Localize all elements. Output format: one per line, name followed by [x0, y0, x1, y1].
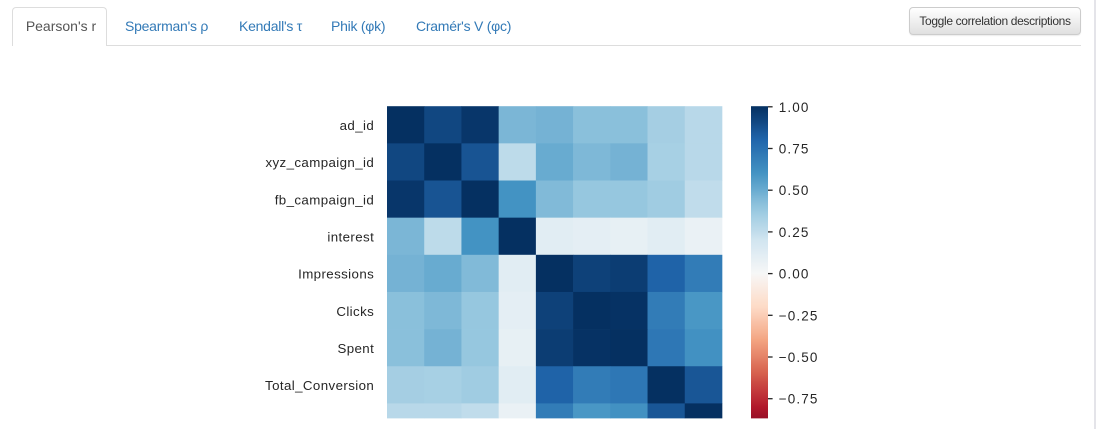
svg-text:−0.50: −0.50: [779, 350, 819, 365]
svg-text:0.50: 0.50: [779, 183, 810, 198]
svg-text:fb_campaign_id: fb_campaign_id: [275, 192, 374, 207]
svg-text:Clicks: Clicks: [336, 304, 374, 319]
svg-text:Total_Conversion: Total_Conversion: [265, 378, 374, 393]
svg-text:1.00: 1.00: [779, 100, 810, 115]
svg-text:−0.25: −0.25: [779, 308, 819, 323]
svg-text:0.75: 0.75: [779, 142, 810, 157]
svg-text:Spent: Spent: [337, 341, 374, 356]
svg-text:−0.75: −0.75: [779, 392, 819, 407]
svg-text:Impressions: Impressions: [298, 267, 374, 282]
svg-text:0.00: 0.00: [779, 267, 810, 282]
svg-text:xyz_campaign_id: xyz_campaign_id: [265, 155, 374, 170]
svg-text:interest: interest: [327, 230, 374, 245]
svg-text:0.25: 0.25: [779, 225, 810, 240]
svg-text:ad_id: ad_id: [340, 118, 375, 133]
